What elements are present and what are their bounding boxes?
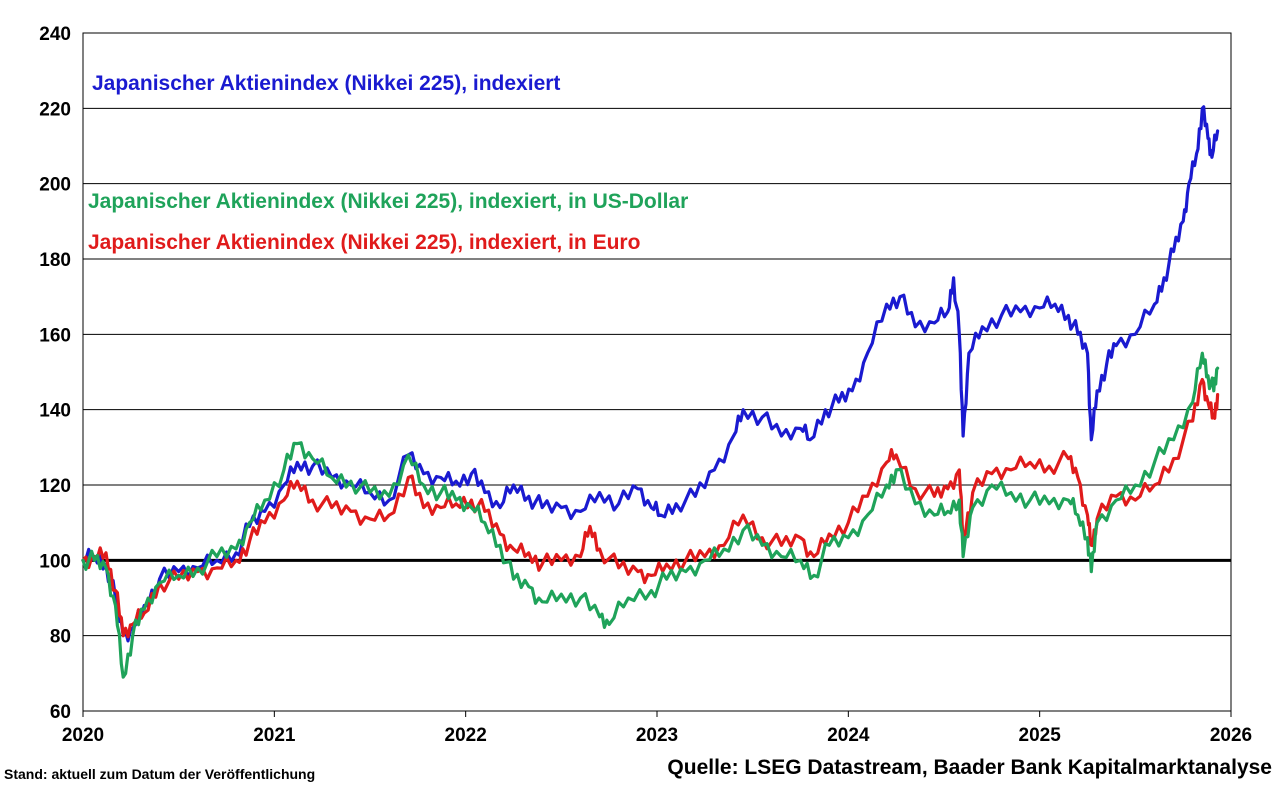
legend-label-nikkei-eur: Japanischer Aktienindex (Nikkei 225), in… xyxy=(88,231,640,254)
y-tick-label: 60 xyxy=(50,702,71,723)
y-tick-label: 220 xyxy=(39,99,71,120)
x-tick-label: 2021 xyxy=(253,725,296,746)
y-tick-label: 100 xyxy=(39,551,71,572)
y-tick-label: 180 xyxy=(39,250,71,271)
footer-source: Quelle: LSEG Datastream, Baader Bank Kap… xyxy=(667,756,1272,779)
x-tick-label: 2024 xyxy=(827,725,870,746)
x-tick-label: 2020 xyxy=(62,725,104,746)
plot-area xyxy=(82,32,1232,712)
y-tick-label: 120 xyxy=(39,476,71,497)
y-axis-ticks: 60 80 100 120 140 160 180 200 220 240 xyxy=(39,24,71,723)
x-tick-label: 2026 xyxy=(1210,725,1252,746)
legend-label-nikkei-usd: Japanischer Aktienindex (Nikkei 225), in… xyxy=(88,190,688,213)
series-line-1 xyxy=(81,351,1220,679)
y-tick-label: 80 xyxy=(50,627,71,648)
x-axis-ticks: 2020 2021 2022 2023 2024 2025 2026 xyxy=(62,711,1252,746)
y-tick-label: 200 xyxy=(39,175,71,196)
series-lines xyxy=(81,105,1220,679)
x-tick-label: 2022 xyxy=(445,725,487,746)
series-line-2 xyxy=(81,377,1220,639)
y-tick-label: 140 xyxy=(39,401,71,422)
legend-label-nikkei: Japanischer Aktienindex (Nikkei 225), in… xyxy=(92,72,560,95)
legend: Japanischer Aktienindex (Nikkei 225), in… xyxy=(88,72,688,254)
x-tick-label: 2025 xyxy=(1019,725,1062,746)
footer-date-note: Stand: aktuell zum Datum der Veröffentli… xyxy=(4,766,316,782)
series-line-0 xyxy=(81,105,1220,643)
y-tick-label: 160 xyxy=(39,325,71,346)
x-tick-label: 2023 xyxy=(636,725,678,746)
y-tick-label: 240 xyxy=(39,24,71,45)
